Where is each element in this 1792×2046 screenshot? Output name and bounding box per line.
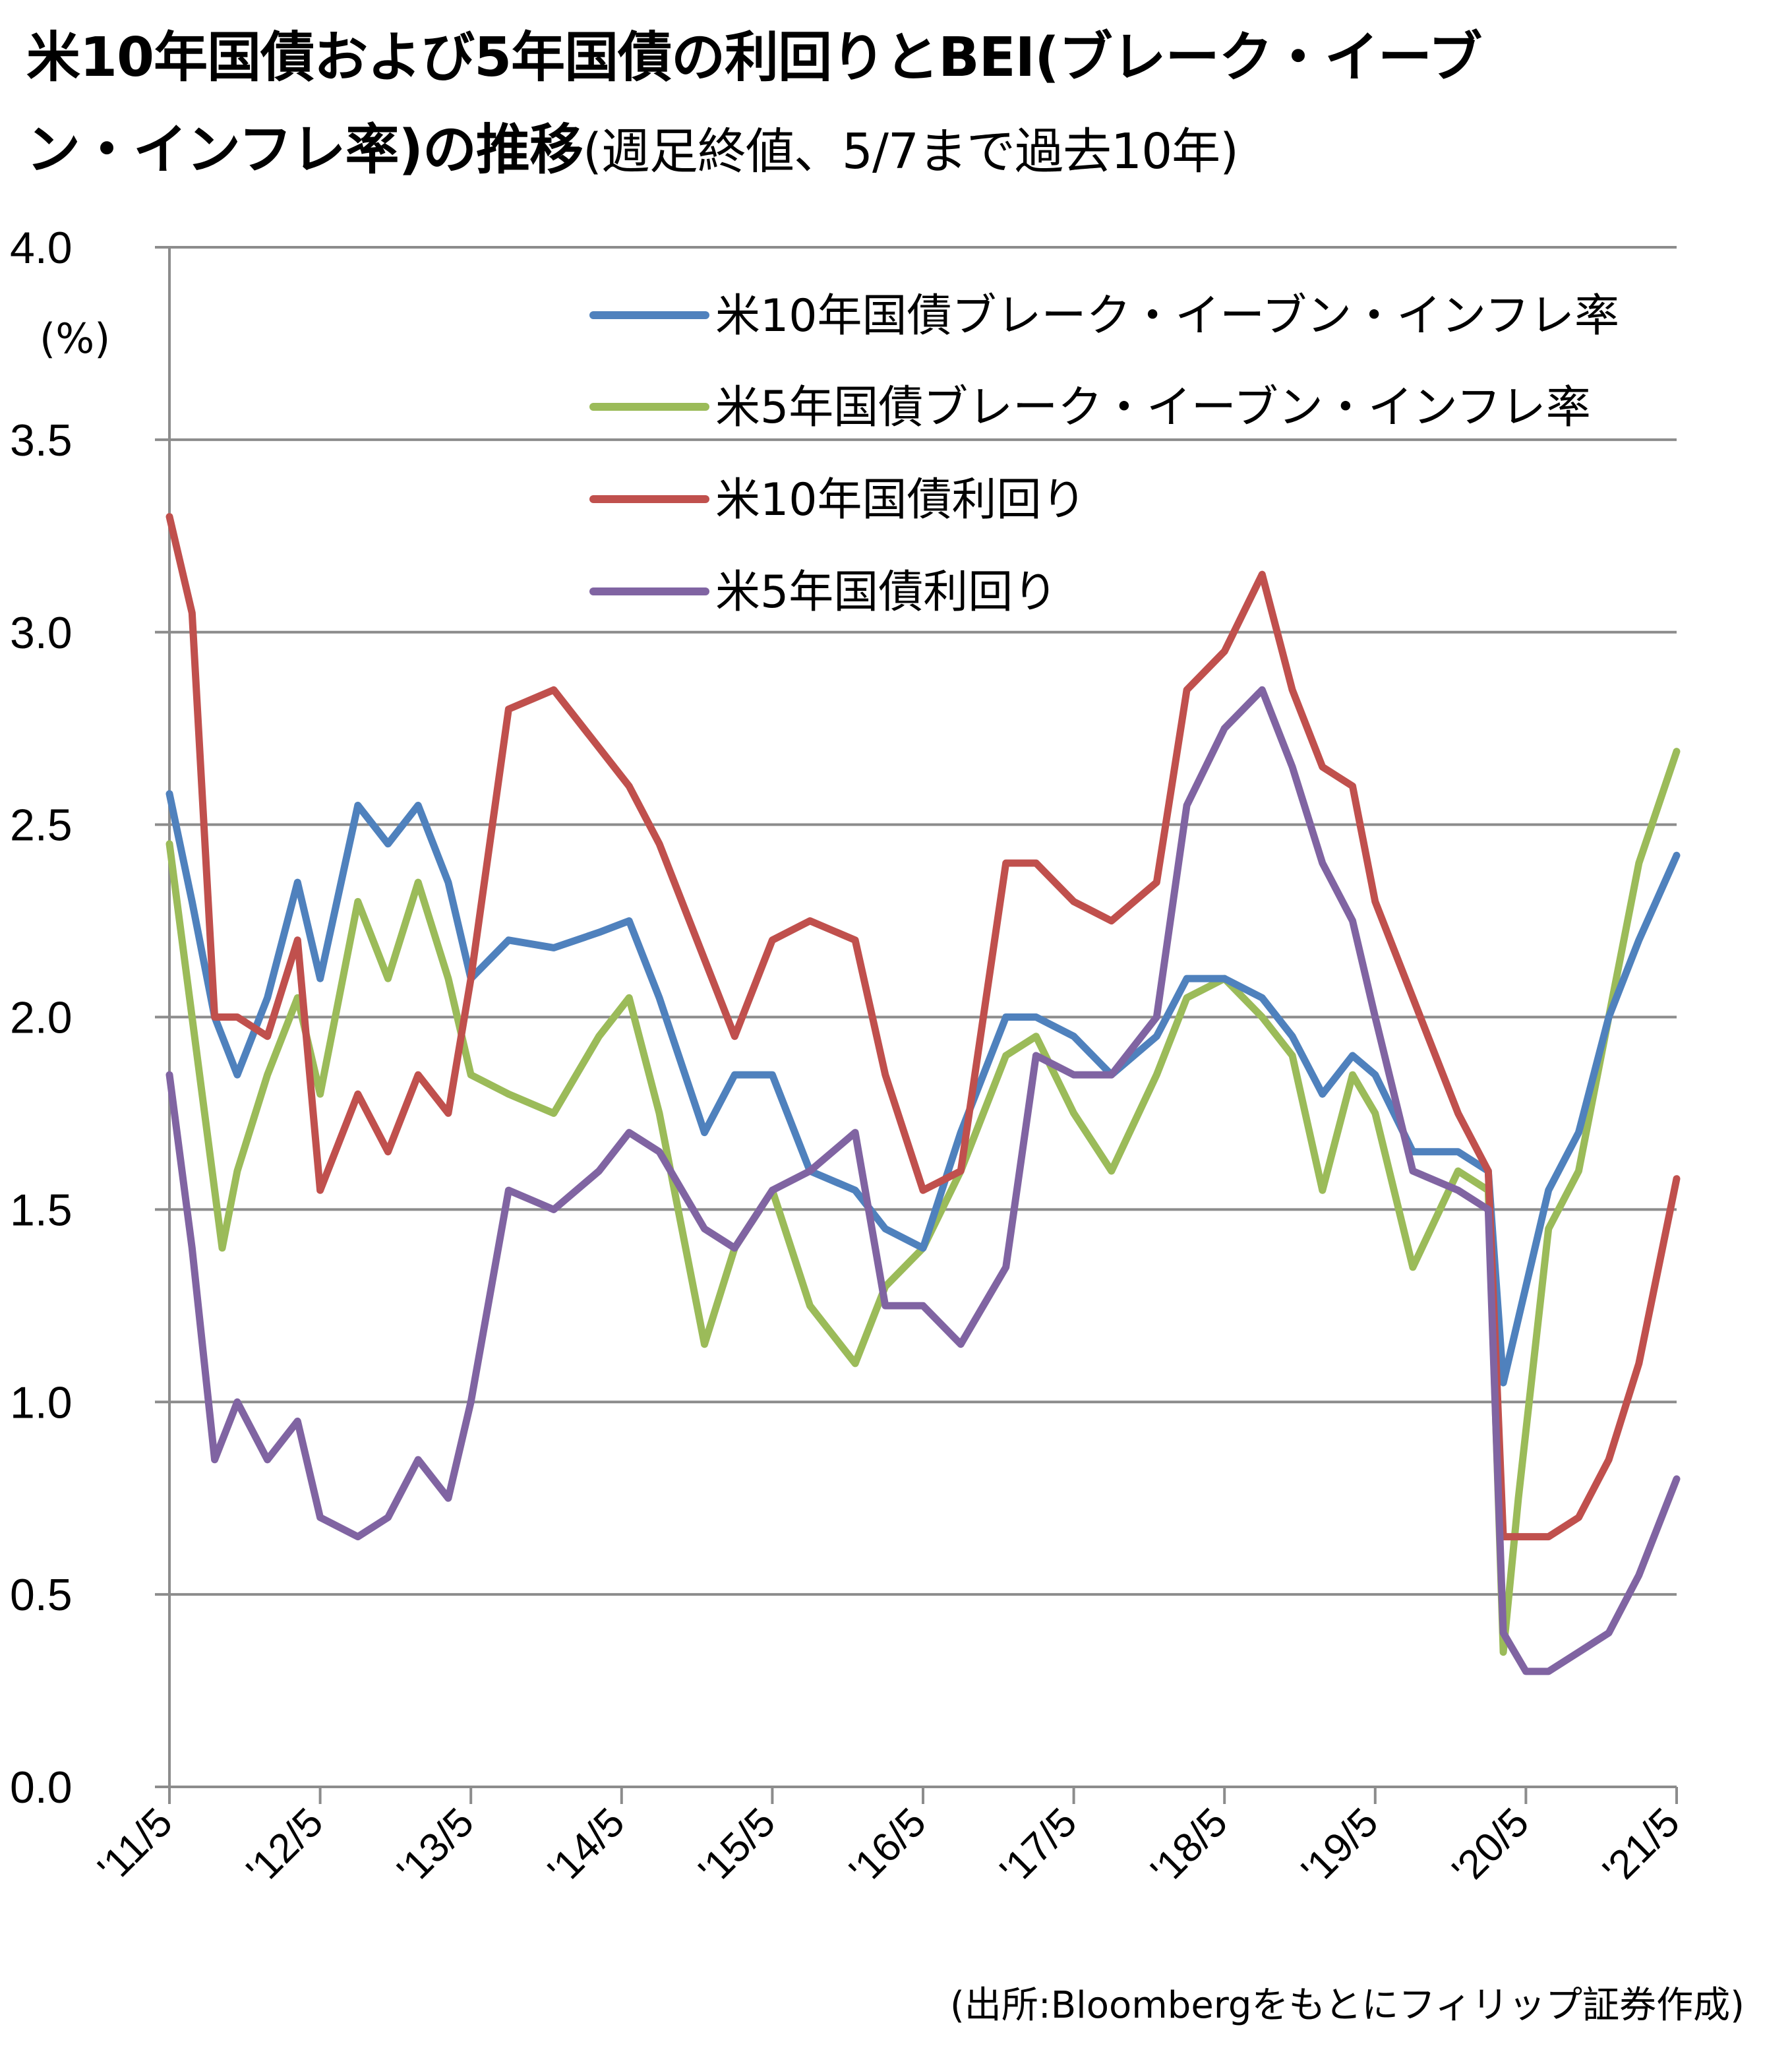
x-tick-label: '14/5	[539, 1799, 633, 1893]
gridlines	[169, 246, 1677, 1596]
y-tick-label: 2.5	[10, 800, 73, 851]
y-tick-label: 3.5	[10, 415, 73, 466]
legend-label: 米10年国債利回り	[715, 474, 1087, 526]
chart-title-line1: 米10年国債および5年国債の利回りとBEI(ブレーク・イーブ	[26, 26, 1482, 89]
x-tick-label: '16/5	[841, 1799, 934, 1893]
y-tick-label: 0.5	[10, 1570, 73, 1620]
x-tick-label: '19/5	[1293, 1799, 1387, 1893]
x-tick-label: '15/5	[690, 1799, 784, 1893]
series-line-4	[165, 686, 1681, 1675]
x-tick-label: '17/5	[992, 1799, 1085, 1893]
y-tick-label: 4.0	[10, 223, 73, 273]
x-tick-label: '18/5	[1143, 1799, 1236, 1893]
y-unit-label: (%)	[40, 315, 110, 363]
y-tick-label: 1.0	[10, 1377, 73, 1428]
x-tick-label: '13/5	[389, 1799, 483, 1893]
y-tick-label: 1.5	[10, 1185, 73, 1235]
y-tick-label: 0.0	[10, 1762, 73, 1813]
x-tick-label: '21/5	[1594, 1799, 1688, 1893]
series-line-1	[165, 790, 1681, 1387]
x-tick-label: '20/5	[1444, 1799, 1538, 1893]
chart-title-subtitle: (週足終値、5/7まで過去10年)	[583, 123, 1239, 180]
x-tick-label: '11/5	[90, 1799, 181, 1891]
legend-label: 米10年国債ブレーク・イーブン・インフレ率	[715, 290, 1619, 342]
chart-title-line2: ン・インフレ率)の推移(週足終値、5/7まで過去10年)	[26, 117, 1239, 185]
legend-label: 米5年国債ブレーク・イーブン・インフレ率	[715, 382, 1591, 434]
y-tick-label: 2.0	[10, 993, 73, 1043]
series-line-3	[165, 513, 1681, 1541]
chart-title-main: ン・インフレ率)の推移	[26, 119, 583, 181]
y-tick-label: 3.0	[10, 608, 73, 658]
legend: 米10年国債ブレーク・イーブン・インフレ率米5年国債ブレーク・イーブン・インフレ…	[589, 290, 1619, 618]
x-tick-label: '12/5	[238, 1799, 332, 1893]
series-line-2	[165, 748, 1681, 1656]
source-note: (出所:Bloombergをもとにフィリップ証券作成)	[950, 1984, 1745, 2027]
series-lines	[165, 513, 1681, 1675]
legend-label: 米5年国債利回り	[715, 566, 1058, 618]
